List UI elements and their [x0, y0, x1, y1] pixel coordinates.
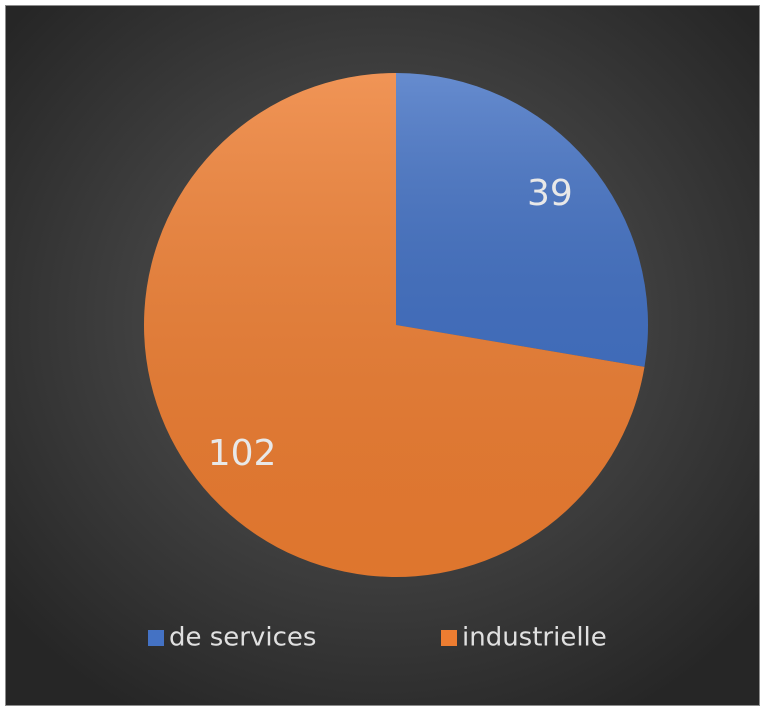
- data-label: 102: [208, 433, 277, 474]
- slice-shade: [396, 73, 648, 367]
- slice-shade: [144, 73, 645, 578]
- pie: 39 102: [144, 73, 648, 578]
- legend: de services industrielle: [148, 623, 607, 653]
- legend-label: industrielle: [462, 623, 607, 653]
- legend-label: de services: [169, 623, 316, 653]
- legend-swatch: [441, 630, 457, 646]
- data-label: 39: [527, 173, 573, 214]
- legend-swatch: [148, 630, 164, 646]
